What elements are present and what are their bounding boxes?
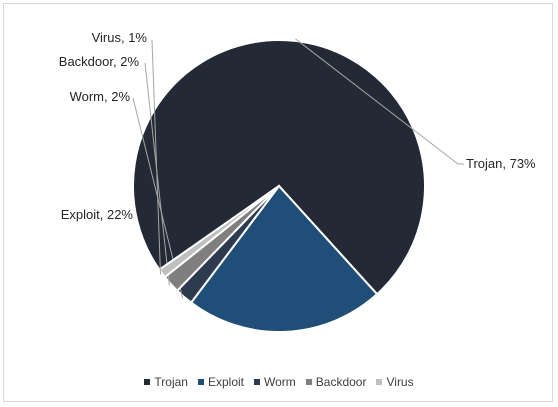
- legend-swatch-backdoor: [305, 379, 312, 385]
- legend-swatch-exploit: [197, 379, 204, 385]
- legend-label-virus: Virus: [386, 375, 414, 389]
- legend-label-exploit: Exploit: [207, 375, 244, 389]
- leader-line-virus: [151, 39, 161, 275]
- legend: Trojan Exploit Worm Backdoor Virus: [0, 373, 558, 391]
- legend-item-backdoor: Backdoor: [305, 375, 367, 389]
- pie-slice-trojan: [132, 39, 426, 296]
- legend-item-exploit: Exploit: [197, 375, 244, 389]
- data-label-worm: Worm, 2%: [70, 89, 131, 104]
- data-label-exploit: Exploit, 22%: [61, 207, 134, 222]
- data-label-backdoor: Backdoor, 2%: [59, 54, 140, 69]
- legend-swatch-virus: [376, 379, 383, 385]
- legend-item-trojan: Trojan: [144, 375, 188, 389]
- legend-label-trojan: Trojan: [154, 375, 188, 389]
- legend-item-worm: Worm: [254, 375, 296, 389]
- legend-label-worm: Worm: [264, 375, 296, 389]
- legend-item-virus: Virus: [376, 375, 414, 389]
- pie-slice-virus: [158, 185, 280, 279]
- legend-swatch-trojan: [144, 379, 151, 385]
- data-label-trojan: Trojan, 73%: [466, 156, 536, 171]
- pie-slice-exploit: [189, 184, 379, 333]
- leader-line-trojan: [295, 38, 464, 165]
- legend-swatch-worm: [254, 379, 260, 385]
- data-label-virus: Virus, 1%: [92, 30, 148, 45]
- legend-label-backdoor: Backdoor: [315, 375, 367, 389]
